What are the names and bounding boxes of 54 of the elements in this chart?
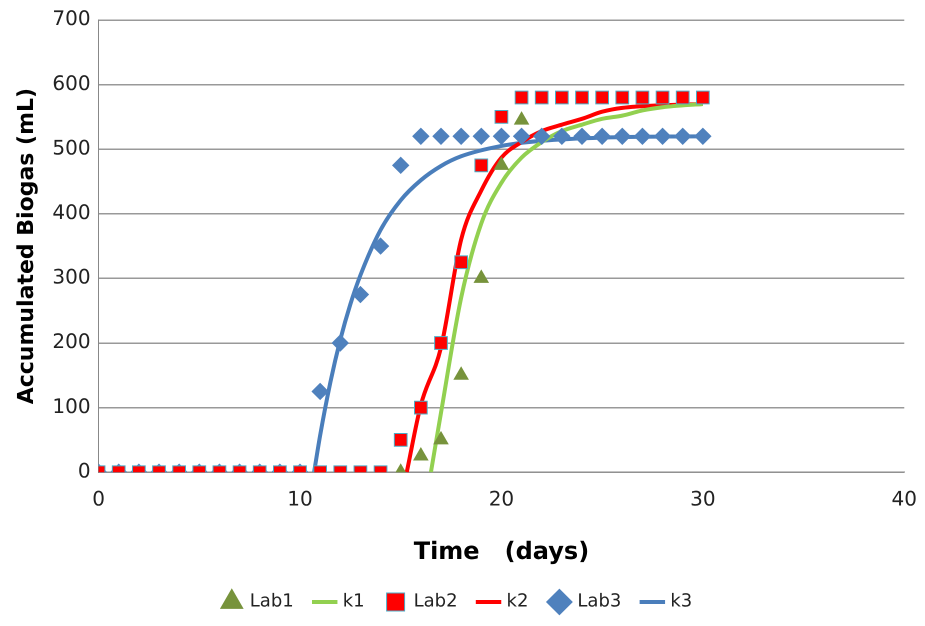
point [474, 158, 488, 172]
x-tick-label: 20 [488, 486, 514, 510]
point [474, 270, 489, 283]
y-tick-label: 700 [52, 6, 91, 30]
point [432, 128, 450, 145]
point [554, 90, 569, 104]
point [654, 128, 672, 145]
point [514, 90, 528, 104]
point [534, 90, 549, 104]
legend-label: Lab2 [414, 590, 458, 612]
point [656, 90, 670, 104]
x-tick-label: 10 [287, 486, 313, 510]
point [434, 431, 448, 444]
point [452, 128, 470, 145]
point [674, 128, 692, 145]
point [413, 448, 428, 461]
point [696, 90, 710, 104]
point [634, 128, 651, 145]
point [573, 128, 590, 145]
point [513, 128, 530, 145]
point [575, 90, 589, 104]
point [533, 128, 550, 145]
x-tick-label: 30 [690, 486, 716, 510]
y-tick-label: 300 [52, 264, 91, 289]
legend-label: k1 [342, 590, 365, 612]
x-tick-label: 40 [892, 486, 917, 510]
point [412, 128, 430, 145]
legend-label: k3 [670, 590, 692, 612]
point [492, 128, 510, 145]
point [595, 90, 609, 104]
y-tick-label: 200 [52, 329, 91, 354]
y-tick-label: 500 [52, 135, 91, 160]
y-axis-title: Accumulated Biogas (mL) [14, 88, 39, 404]
y-tick-label: 0 [78, 458, 91, 482]
legend-label: k2 [506, 590, 528, 612]
point [694, 128, 712, 145]
point [454, 255, 468, 270]
point [472, 128, 490, 145]
y-tick-label: 100 [52, 394, 91, 418]
point [372, 238, 390, 255]
point [494, 110, 508, 124]
y-tick-label: 600 [52, 70, 91, 95]
point [676, 90, 690, 104]
point [392, 156, 410, 174]
legend-label: Lab3 [577, 590, 622, 612]
point [454, 366, 469, 380]
point [615, 90, 630, 104]
point [553, 128, 570, 145]
point [614, 128, 631, 145]
point [594, 128, 611, 145]
point [636, 90, 650, 104]
legend-label: Lab1 [250, 590, 294, 612]
y-tick-label: 400 [52, 200, 91, 224]
x-axis-title: Time (days) [414, 536, 590, 565]
